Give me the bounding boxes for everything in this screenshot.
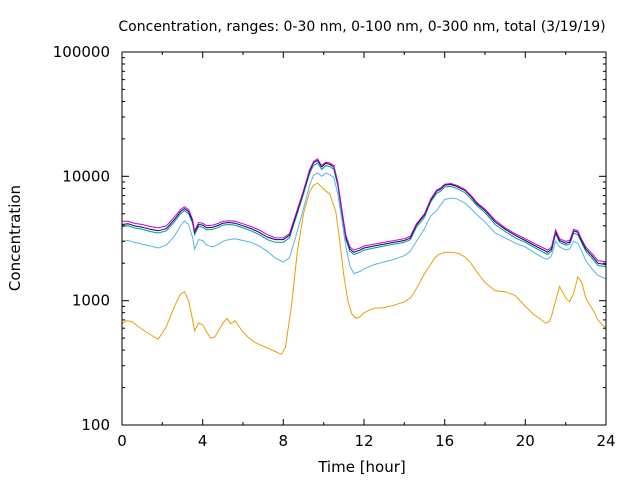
y-tick-label: 1000 <box>72 292 110 310</box>
x-tick-label: 8 <box>279 432 289 450</box>
y-tick-label: 10000 <box>62 167 110 185</box>
series-line-1 <box>121 182 607 356</box>
series-line-4 <box>121 159 607 266</box>
series-line-5 <box>122 158 607 263</box>
x-tick-label: 4 <box>198 432 208 450</box>
series-layer <box>121 158 607 356</box>
x-tick-label: 12 <box>354 432 373 450</box>
y-tick-label: 100000 <box>53 43 110 61</box>
x-axis-label: Time [hour] <box>317 458 406 476</box>
y-axis-label: Concentration <box>6 185 24 291</box>
x-tick-label: 0 <box>117 432 127 450</box>
y-tick-label: 100 <box>81 416 110 434</box>
x-tick-label: 20 <box>516 432 535 450</box>
x-tick-label: 16 <box>435 432 454 450</box>
chart-title: Concentration, ranges: 0-30 nm, 0-100 nm… <box>118 19 605 35</box>
series-line-2 <box>121 172 607 280</box>
series-line-3 <box>121 162 607 268</box>
ticks-layer: 0 4 8 12 16 20 24 100 1000 10000 100000 <box>53 43 616 450</box>
x-tick-label: 24 <box>596 432 615 450</box>
